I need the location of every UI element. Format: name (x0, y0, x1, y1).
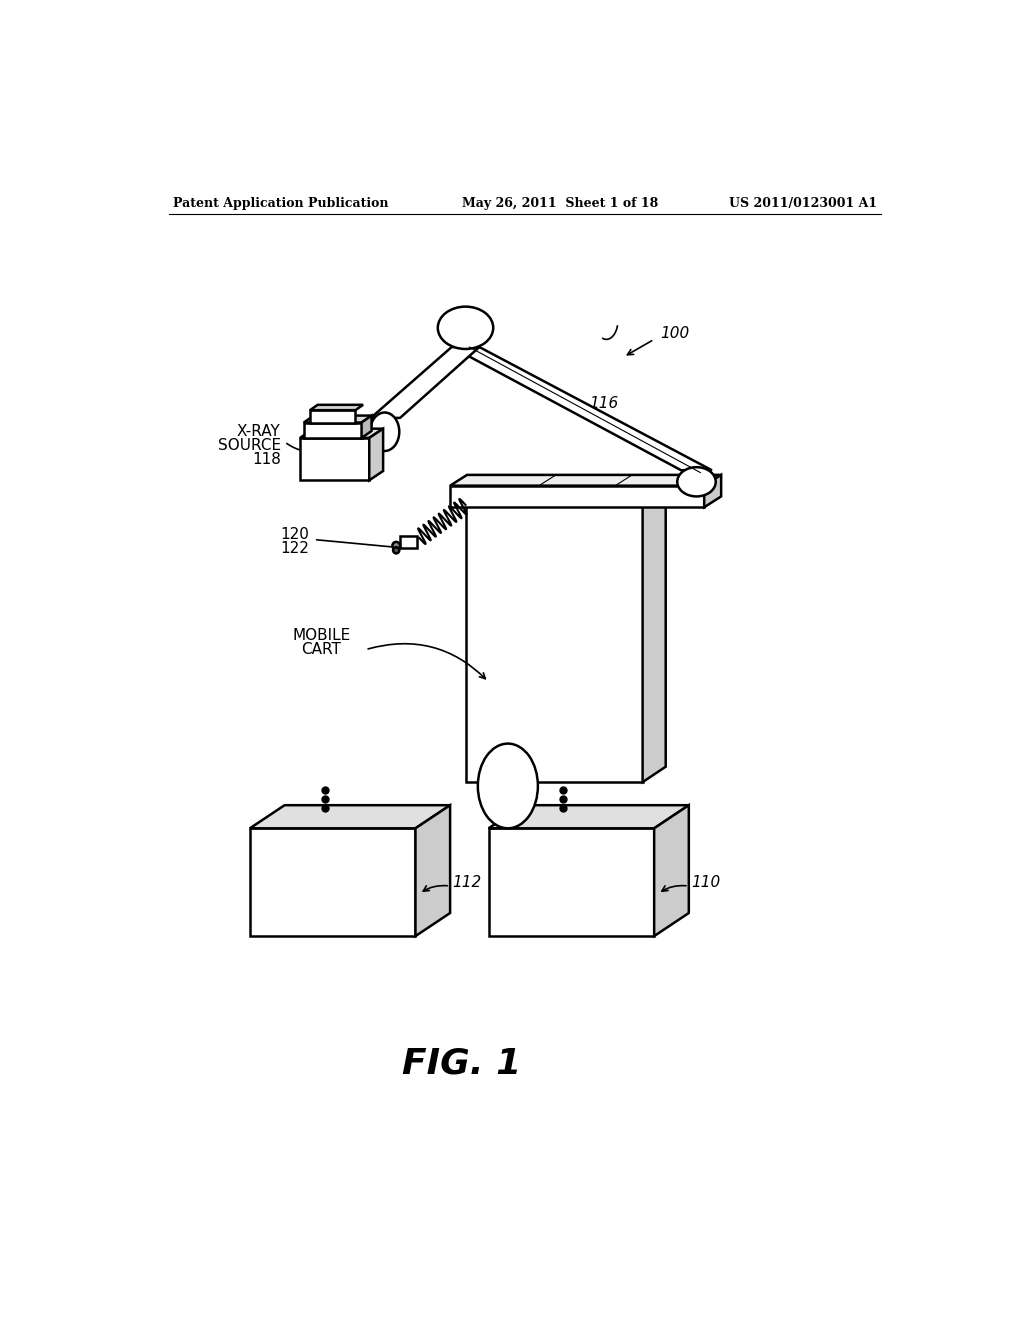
Polygon shape (452, 347, 712, 470)
Bar (451, 486, 705, 507)
Text: 116: 116 (590, 396, 618, 411)
Text: 120: 120 (281, 527, 309, 541)
Polygon shape (304, 416, 372, 422)
Text: US 2011/0123001 A1: US 2011/0123001 A1 (729, 197, 878, 210)
Text: Patent Application Publication: Patent Application Publication (173, 197, 388, 210)
Text: 114: 114 (639, 479, 668, 495)
Polygon shape (361, 416, 372, 438)
Bar (466, 494, 643, 781)
Ellipse shape (677, 467, 716, 496)
Polygon shape (488, 805, 689, 829)
Text: MOBILE: MOBILE (293, 628, 350, 643)
Text: X-RAY: X-RAY (237, 424, 281, 440)
Text: 122: 122 (281, 541, 309, 556)
Polygon shape (705, 475, 721, 507)
Bar (250, 829, 416, 936)
Circle shape (393, 548, 399, 553)
Text: 112: 112 (453, 875, 481, 890)
Text: 100: 100 (660, 326, 689, 342)
Text: May 26, 2011  Sheet 1 of 18: May 26, 2011 Sheet 1 of 18 (462, 197, 657, 210)
Polygon shape (370, 429, 383, 480)
Ellipse shape (478, 743, 538, 829)
Polygon shape (371, 347, 479, 418)
Text: FIG. 1: FIG. 1 (402, 1047, 521, 1080)
Text: 118: 118 (252, 451, 281, 467)
Bar (300, 438, 370, 480)
Bar (488, 829, 654, 936)
Text: CART: CART (302, 642, 341, 657)
Polygon shape (643, 478, 666, 781)
Bar (310, 411, 355, 422)
Ellipse shape (370, 412, 399, 451)
Polygon shape (310, 405, 364, 411)
Bar (304, 422, 361, 438)
Polygon shape (451, 475, 721, 486)
Circle shape (392, 541, 400, 549)
Polygon shape (466, 478, 666, 494)
Polygon shape (300, 429, 383, 438)
Text: SOURCE: SOURCE (217, 438, 281, 453)
Ellipse shape (438, 306, 494, 348)
Polygon shape (416, 805, 451, 936)
Polygon shape (250, 805, 451, 829)
Bar (400, 536, 417, 548)
Polygon shape (654, 805, 689, 936)
Text: 110: 110 (691, 875, 720, 890)
